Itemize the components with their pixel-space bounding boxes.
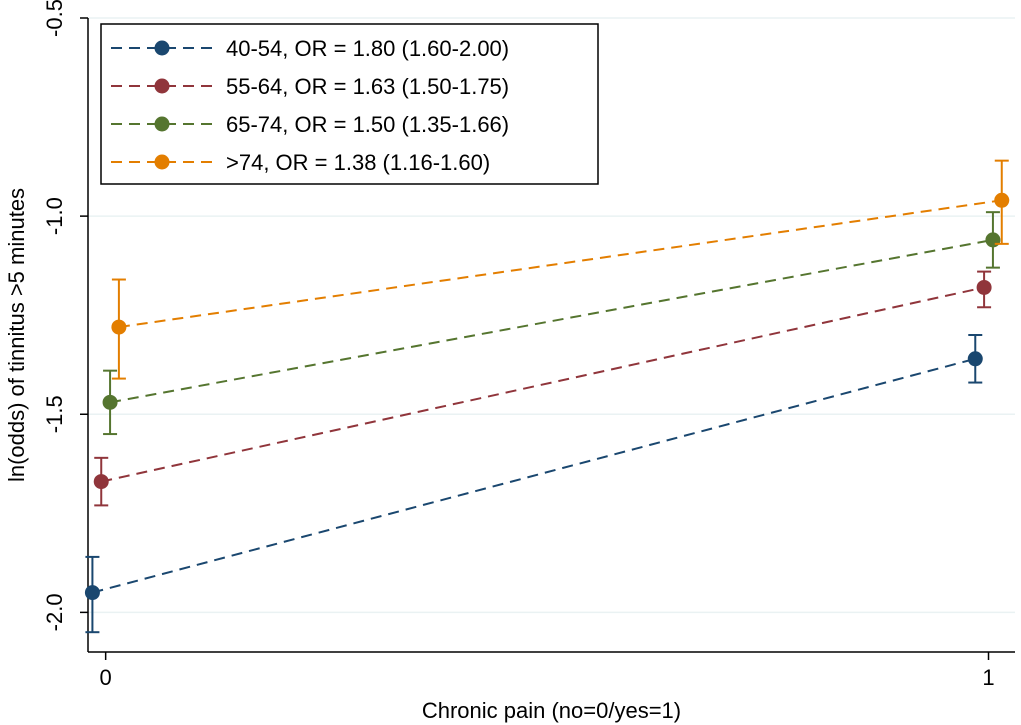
- legend-label: 40-54, OR = 1.80 (1.60-2.00): [226, 36, 509, 61]
- y-axis-title: ln(odds) of tinnitus >5 minutes: [4, 188, 29, 482]
- legend-label: >74, OR = 1.38 (1.16-1.60): [226, 150, 490, 175]
- data-point: [968, 351, 983, 366]
- x-tick-label: 1: [982, 665, 994, 690]
- legend: 40-54, OR = 1.80 (1.60-2.00) 55-64, OR = …: [101, 24, 598, 184]
- legend-marker: [155, 117, 170, 132]
- legend-marker: [155, 155, 170, 170]
- legend-label: 55-64, OR = 1.63 (1.50-1.75): [226, 74, 509, 99]
- y-tick-label: -2.0: [42, 593, 67, 631]
- x-axis-title: Chronic pain (no=0/yes=1): [422, 698, 681, 723]
- y-tick-label: -1.5: [42, 395, 67, 433]
- x-tick-label: 0: [100, 665, 112, 690]
- data-point: [111, 320, 126, 335]
- y-tick-label: -0.5: [42, 0, 67, 37]
- data-point: [994, 193, 1009, 208]
- data-point: [103, 395, 118, 410]
- data-point: [94, 474, 109, 489]
- y-tick-label: -1.0: [42, 197, 67, 235]
- legend-marker: [155, 79, 170, 94]
- data-point: [85, 585, 100, 600]
- data-point: [977, 280, 992, 295]
- legend-label: 65-74, OR = 1.50 (1.35-1.66): [226, 112, 509, 137]
- data-point: [985, 232, 1000, 247]
- legend-marker: [155, 41, 170, 56]
